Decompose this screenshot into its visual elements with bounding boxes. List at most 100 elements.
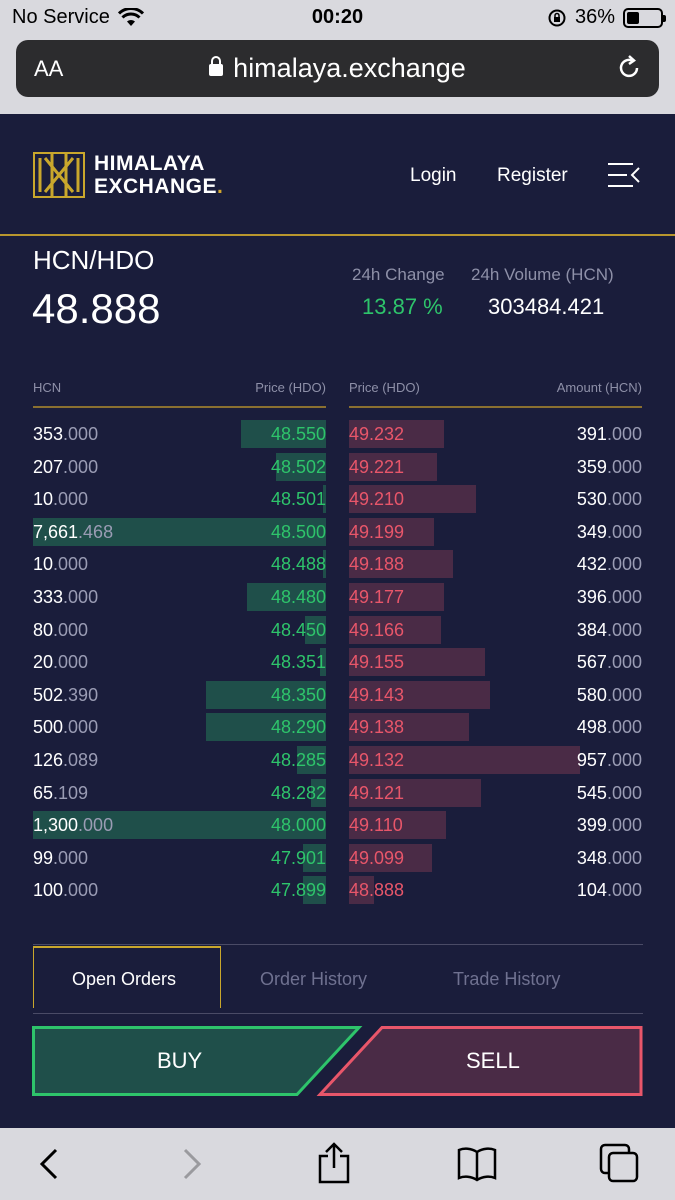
ask-price: 49.121 — [349, 782, 405, 803]
buy-label[interactable]: BUY — [157, 1048, 203, 1073]
ask-amount-dec: .000 — [606, 684, 642, 705]
ask-amount-int: 359 — [576, 456, 607, 477]
login-link[interactable]: Login — [410, 165, 457, 186]
bid-price: 47.901 — [270, 847, 326, 868]
ask-amount: 432.000 — [512, 554, 642, 575]
forward-icon[interactable] — [177, 1144, 205, 1184]
order-row[interactable]: 20.000 48.351 49.155 567.000 — [0, 646, 675, 678]
bid-depth-bar — [320, 648, 326, 677]
bookmarks-icon[interactable] — [457, 1146, 497, 1182]
order-row[interactable]: 126.089 48.285 49.132 957.000 — [0, 744, 675, 776]
ask-amount: 104.000 — [512, 880, 642, 901]
bid-depth-bar — [241, 420, 326, 448]
ask-depth-bar — [349, 811, 446, 840]
ask-amount-dec: .000 — [606, 489, 642, 510]
order-row[interactable]: 80.000 48.450 49.166 384.000 — [0, 614, 675, 646]
ask-amount-int: 545 — [576, 782, 607, 803]
order-row[interactable]: 7,661.468 48.500 49.199 349.000 — [0, 516, 675, 548]
tab-trade-history[interactable]: Trade History — [453, 969, 561, 989]
reload-icon[interactable] — [615, 54, 643, 82]
logo-mark-icon — [33, 152, 85, 198]
order-row[interactable]: 65.109 48.282 49.121 545.000 — [0, 777, 675, 809]
bid-depth-bar — [33, 517, 326, 546]
bid-depth-bar — [303, 843, 326, 872]
bid-price-header: Price (HDO) — [255, 380, 326, 395]
bid-depth-bar — [303, 876, 326, 905]
bid-price: 48.480 — [270, 587, 326, 607]
ask-amount-int: 567 — [576, 652, 607, 673]
ask-amount-dec: .000 — [606, 652, 642, 673]
bid-amount-int: 126 — [33, 750, 64, 770]
ask-amount: 957.000 — [512, 750, 642, 771]
ask-amount-dec: .000 — [606, 554, 642, 575]
ask-price: 49.199 — [349, 521, 405, 542]
ask-price: 49.188 — [349, 554, 405, 575]
bid-amount: 65.109 — [33, 783, 88, 804]
ask-depth-bar — [349, 876, 374, 905]
ask-amount-int: 432 — [576, 554, 607, 575]
bid-depth-bar — [323, 485, 326, 514]
order-row[interactable]: 207.000 48.502 49.221 359.000 — [0, 451, 675, 483]
ask-depth-bar — [349, 843, 432, 872]
order-row[interactable]: 100.000 47.899 48.888 104.000 — [0, 874, 675, 906]
order-row[interactable]: 10.000 48.501 49.210 530.000 — [0, 483, 675, 515]
order-row[interactable]: 1,300.000 48.000 49.110 399.000 — [0, 809, 675, 841]
ask-amount: 530.000 — [512, 489, 642, 510]
ask-depth-bar — [349, 485, 476, 514]
bid-price: 48.000 — [270, 815, 326, 836]
tabs-icon[interactable] — [598, 1142, 640, 1184]
ask-amount-int: 498 — [576, 717, 607, 738]
register-link[interactable]: Register — [497, 165, 568, 186]
bid-depth-bar — [33, 811, 326, 840]
bid-amount-dec: .000 — [63, 717, 99, 738]
ask-amount-int: 348 — [576, 847, 607, 868]
text-size-button[interactable]: AA — [34, 56, 64, 81]
order-row[interactable]: 333.000 48.480 49.177 396.000 — [0, 581, 675, 613]
order-row[interactable]: 10.000 48.488 49.188 432.000 — [0, 548, 675, 580]
share-icon[interactable] — [316, 1142, 352, 1184]
ask-amount-dec: .000 — [606, 815, 642, 836]
ask-price: 49.232 — [349, 424, 405, 444]
ask-amount-dec: .000 — [606, 750, 642, 770]
menu-collapse-icon[interactable] — [607, 161, 641, 189]
tab-open-orders[interactable]: Open Orders — [72, 969, 177, 989]
tab-order-history[interactable]: Order History — [260, 969, 368, 989]
bid-amount: 333.000 — [33, 587, 98, 608]
bid-amount-int: 10 — [33, 489, 54, 510]
ask-depth-bar — [349, 452, 437, 481]
ask-amount-dec: .000 — [606, 847, 642, 868]
order-row[interactable]: 500.000 48.290 49.138 498.000 — [0, 711, 675, 743]
ask-amount-dec: .000 — [606, 424, 642, 444]
buy-button[interactable] — [32, 1026, 363, 1096]
bid-depth-bar — [276, 452, 326, 481]
bid-price: 48.351 — [270, 652, 326, 673]
order-row[interactable]: 99.000 47.901 49.099 348.000 — [0, 842, 675, 874]
bid-amount: 207.000 — [33, 457, 98, 478]
order-row[interactable]: 502.390 48.350 49.143 580.000 — [0, 679, 675, 711]
bid-depth-bar — [311, 778, 326, 807]
bid-amount-int: 500 — [33, 717, 64, 738]
bid-amount-dec: .000 — [53, 619, 89, 640]
carrier-label: No Service — [12, 6, 110, 28]
bid-price: 48.500 — [270, 521, 326, 542]
address-bar[interactable]: AA himalaya.exchange — [16, 40, 659, 97]
ask-amount: 359.000 — [512, 457, 642, 478]
ask-amount-int: 384 — [576, 619, 607, 640]
ask-amount-dec: .000 — [606, 456, 642, 477]
bid-amount: 99.000 — [33, 848, 88, 869]
logo-line2: EXCHANGE — [94, 175, 218, 198]
order-row[interactable]: 353.000 48.550 49.232 391.000 — [0, 418, 675, 450]
sell-label[interactable]: SELL — [466, 1048, 520, 1073]
ask-depth-bar — [349, 583, 444, 611]
sell-button[interactable] — [316, 1026, 643, 1096]
logo[interactable]: HIMALAYA EXCHANGE. — [32, 150, 223, 200]
bid-amount-header: HCN — [33, 380, 62, 395]
ask-amount-dec: .000 — [606, 717, 642, 738]
bid-amount: 1,300.000 — [33, 815, 113, 836]
bid-amount: 10.000 — [33, 554, 88, 575]
bid-depth-bar — [206, 713, 326, 742]
bid-depth-bar — [305, 615, 326, 644]
back-icon[interactable] — [36, 1144, 64, 1184]
bid-amount: 20.000 — [33, 652, 88, 673]
ask-amount: 399.000 — [512, 815, 642, 836]
